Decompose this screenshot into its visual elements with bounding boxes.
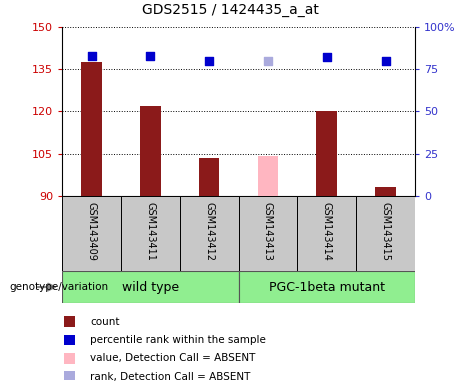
Point — [65, 355, 73, 361]
Point — [147, 53, 154, 59]
Text: value, Detection Call = ABSENT: value, Detection Call = ABSENT — [90, 353, 256, 363]
Text: GSM143412: GSM143412 — [204, 202, 214, 261]
Text: GSM143411: GSM143411 — [145, 202, 155, 261]
Text: genotype/variation: genotype/variation — [9, 282, 108, 292]
Point — [382, 58, 389, 64]
Bar — [62, 271, 239, 303]
Point — [323, 54, 331, 60]
Point — [65, 337, 73, 343]
Text: GDS2515 / 1424435_a_at: GDS2515 / 1424435_a_at — [142, 3, 319, 17]
Text: GSM143409: GSM143409 — [87, 202, 97, 261]
Point — [264, 58, 272, 64]
Text: percentile rank within the sample: percentile rank within the sample — [90, 335, 266, 345]
Bar — [199, 158, 219, 196]
Text: count: count — [90, 317, 120, 327]
Bar — [140, 106, 161, 196]
Point — [206, 58, 213, 64]
Bar — [258, 156, 278, 196]
Bar — [239, 271, 415, 303]
Bar — [121, 196, 180, 271]
Point — [65, 319, 73, 325]
Bar — [316, 111, 337, 196]
Text: rank, Detection Call = ABSENT: rank, Detection Call = ABSENT — [90, 371, 251, 382]
Point — [65, 373, 73, 379]
Point — [88, 53, 95, 59]
Bar — [62, 196, 121, 271]
Text: PGC-1beta mutant: PGC-1beta mutant — [269, 281, 385, 293]
Bar — [297, 196, 356, 271]
Text: GSM143414: GSM143414 — [322, 202, 332, 261]
Bar — [81, 62, 102, 196]
Bar — [375, 187, 396, 196]
Text: wild type: wild type — [122, 281, 179, 293]
Text: GSM143415: GSM143415 — [380, 202, 390, 261]
Bar — [239, 196, 297, 271]
Bar — [356, 196, 415, 271]
Text: GSM143413: GSM143413 — [263, 202, 273, 261]
Bar — [180, 196, 239, 271]
